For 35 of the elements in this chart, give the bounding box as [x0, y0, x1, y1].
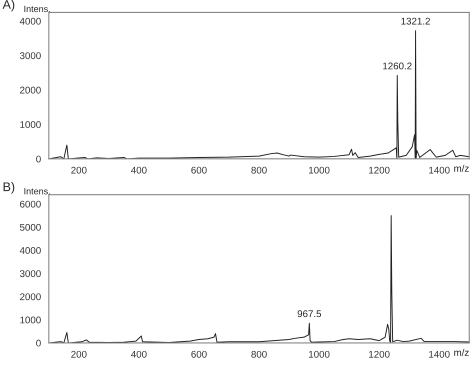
- x-tick-label: 1200: [369, 350, 390, 358]
- y-tick-label: 4000: [20, 18, 41, 25]
- chart-title: A): [2, 0, 14, 12]
- x-axis-title: m/z: [454, 348, 469, 356]
- x-tick-label: 200: [71, 166, 87, 174]
- x-axis-title: m/z: [454, 164, 469, 172]
- y-tick-label: 2000: [20, 86, 41, 94]
- x-tick-label: 1000: [309, 350, 330, 358]
- x-tick-label: 400: [131, 350, 147, 358]
- y-tick-label: 3000: [20, 52, 41, 60]
- x-tick-label: 1000: [309, 166, 330, 174]
- annotation: 1321.2: [401, 18, 430, 25]
- y-axis-title: Intens.: [24, 6, 50, 12]
- x-tick-label: 200: [71, 350, 87, 358]
- x-tick-label: 1200: [369, 166, 390, 174]
- x-tick-label: 1400: [429, 166, 450, 174]
- y-tick-label: 5000: [20, 224, 41, 231]
- x-tick-label: 1400: [429, 350, 450, 358]
- y-tick-label: 4000: [20, 247, 41, 254]
- x-tick-label: 600: [191, 166, 207, 174]
- y-tick-label: 2000: [20, 293, 41, 300]
- y-tick-label: 6000: [20, 200, 41, 208]
- y-tick-label: 3000: [20, 270, 41, 278]
- x-tick-label: 400: [131, 166, 147, 174]
- chart-title: B): [4, 182, 14, 194]
- annotation: 1260.2: [383, 62, 412, 70]
- y-tick-label: 0: [36, 340, 41, 347]
- annotation: 967.5: [298, 310, 322, 318]
- x-tick-label: 600: [191, 350, 207, 358]
- y-tick-label: 1000: [20, 316, 41, 324]
- x-tick-label: 800: [251, 350, 267, 358]
- x-tick-label: 800: [251, 166, 267, 174]
- y-axis-title: Intens.: [24, 188, 50, 194]
- y-tick-label: 0: [36, 156, 41, 162]
- y-tick-label: 1000: [20, 121, 41, 128]
